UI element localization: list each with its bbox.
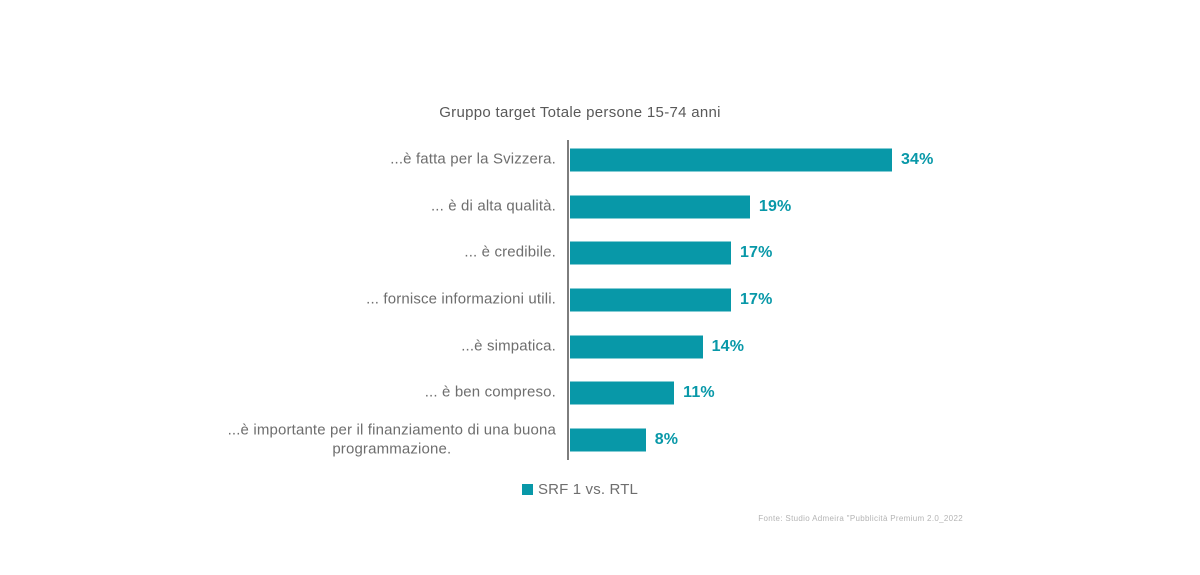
chart-row: ...è fatta per la Svizzera. 34% (0, 137, 1200, 184)
bar (570, 148, 892, 172)
category-axis-line (567, 140, 569, 460)
value-label: 19% (758, 197, 792, 215)
value-label: 8% (654, 430, 679, 448)
category-label: ...è fatta per la Svizzera. (390, 150, 556, 168)
bar (570, 428, 646, 452)
category-label: ... è credibile. (464, 244, 556, 262)
chart-row: ...è importante per il finanziamento di … (0, 417, 1200, 464)
source-note: Fonte: Studio Admeira "Pubblicità Premiu… (758, 514, 963, 523)
value-label: 17% (739, 244, 773, 262)
legend-series-label: SRF 1 vs. RTL (537, 481, 639, 498)
value-label: 34% (900, 151, 934, 169)
bar (570, 241, 731, 265)
value-label: 11% (683, 384, 715, 402)
category-label: ... fornisce informazioni utili. (366, 290, 556, 308)
chart-row: ... fornisce informazioni utili. 17% (0, 277, 1200, 324)
legend: SRF 1 vs. RTL (210, 481, 950, 498)
chart-row: ... è credibile. 17% (0, 230, 1200, 277)
bars-area: ...è fatta per la Svizzera. 34% ... è di a… (0, 137, 1200, 464)
category-label: ...è simpatica. (461, 337, 556, 355)
legend-marker-icon (521, 484, 533, 495)
category-label: ... è ben compreso. (424, 383, 556, 401)
bar (570, 195, 750, 219)
chart-row: ... è di alta qualità. 19% (0, 184, 1200, 231)
bar (570, 381, 675, 405)
value-label: 14% (711, 337, 745, 355)
chart-row: ...è simpatica. 14% (0, 323, 1200, 370)
chart-row: ... è ben compreso. 11% (0, 370, 1200, 417)
value-label: 17% (739, 291, 773, 309)
category-label: ... è di alta qualità. (430, 197, 556, 215)
bar (570, 335, 703, 359)
bar (570, 288, 731, 312)
category-label: ...è importante per il finanziamento di … (227, 421, 556, 457)
chart-title: Gruppo target Totale persone 15-74 anni (439, 104, 721, 121)
